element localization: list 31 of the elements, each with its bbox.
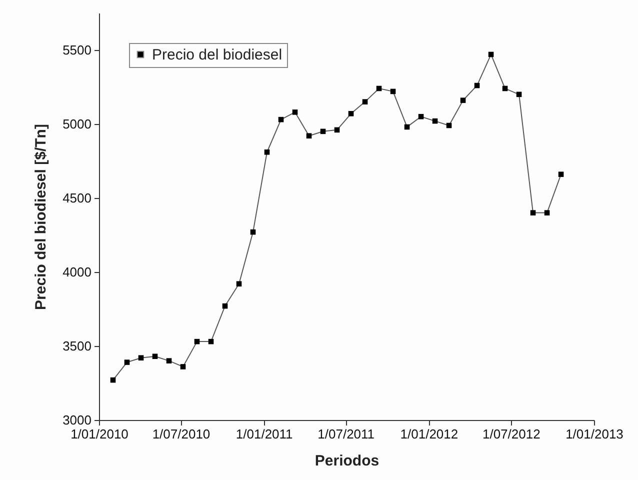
x-axis-title: Periodos [314, 452, 380, 470]
x-tick-label: 1/01/2010 [70, 426, 128, 442]
point [348, 110, 354, 116]
x-tick-label: 1/01/2012 [400, 426, 458, 442]
y-tick-label: 4000 [62, 264, 92, 280]
point [138, 355, 144, 360]
point [530, 210, 536, 216]
x-tick-label: 1/07/2011 [318, 426, 375, 442]
point [306, 133, 312, 138]
point [460, 98, 466, 103]
point [166, 358, 172, 364]
y-axis-title: Precio del biodiesel [$/Tn] [32, 124, 50, 310]
y-tick-label: 3500 [62, 338, 92, 354]
x-tick-label: 1/01/2011 [236, 426, 293, 442]
x-tick-label: 1/07/2010 [152, 426, 210, 442]
point [236, 281, 242, 286]
point [180, 364, 186, 370]
point [292, 110, 298, 115]
x-tick-label: 1/07/2012 [482, 426, 540, 442]
point [152, 354, 158, 360]
point [362, 99, 368, 104]
legend-label: Precio del biodiesel [152, 46, 282, 64]
y-tick-label: 5000 [62, 116, 92, 132]
point [544, 210, 550, 216]
x-tick-label: 1/01/2013 [566, 426, 624, 442]
y-tick-label: 3000 [62, 412, 92, 428]
point [264, 149, 270, 155]
y-tick-label: 5500 [62, 42, 92, 58]
point [124, 360, 130, 365]
y-tick-label: 4500 [62, 190, 92, 206]
point [558, 172, 564, 177]
